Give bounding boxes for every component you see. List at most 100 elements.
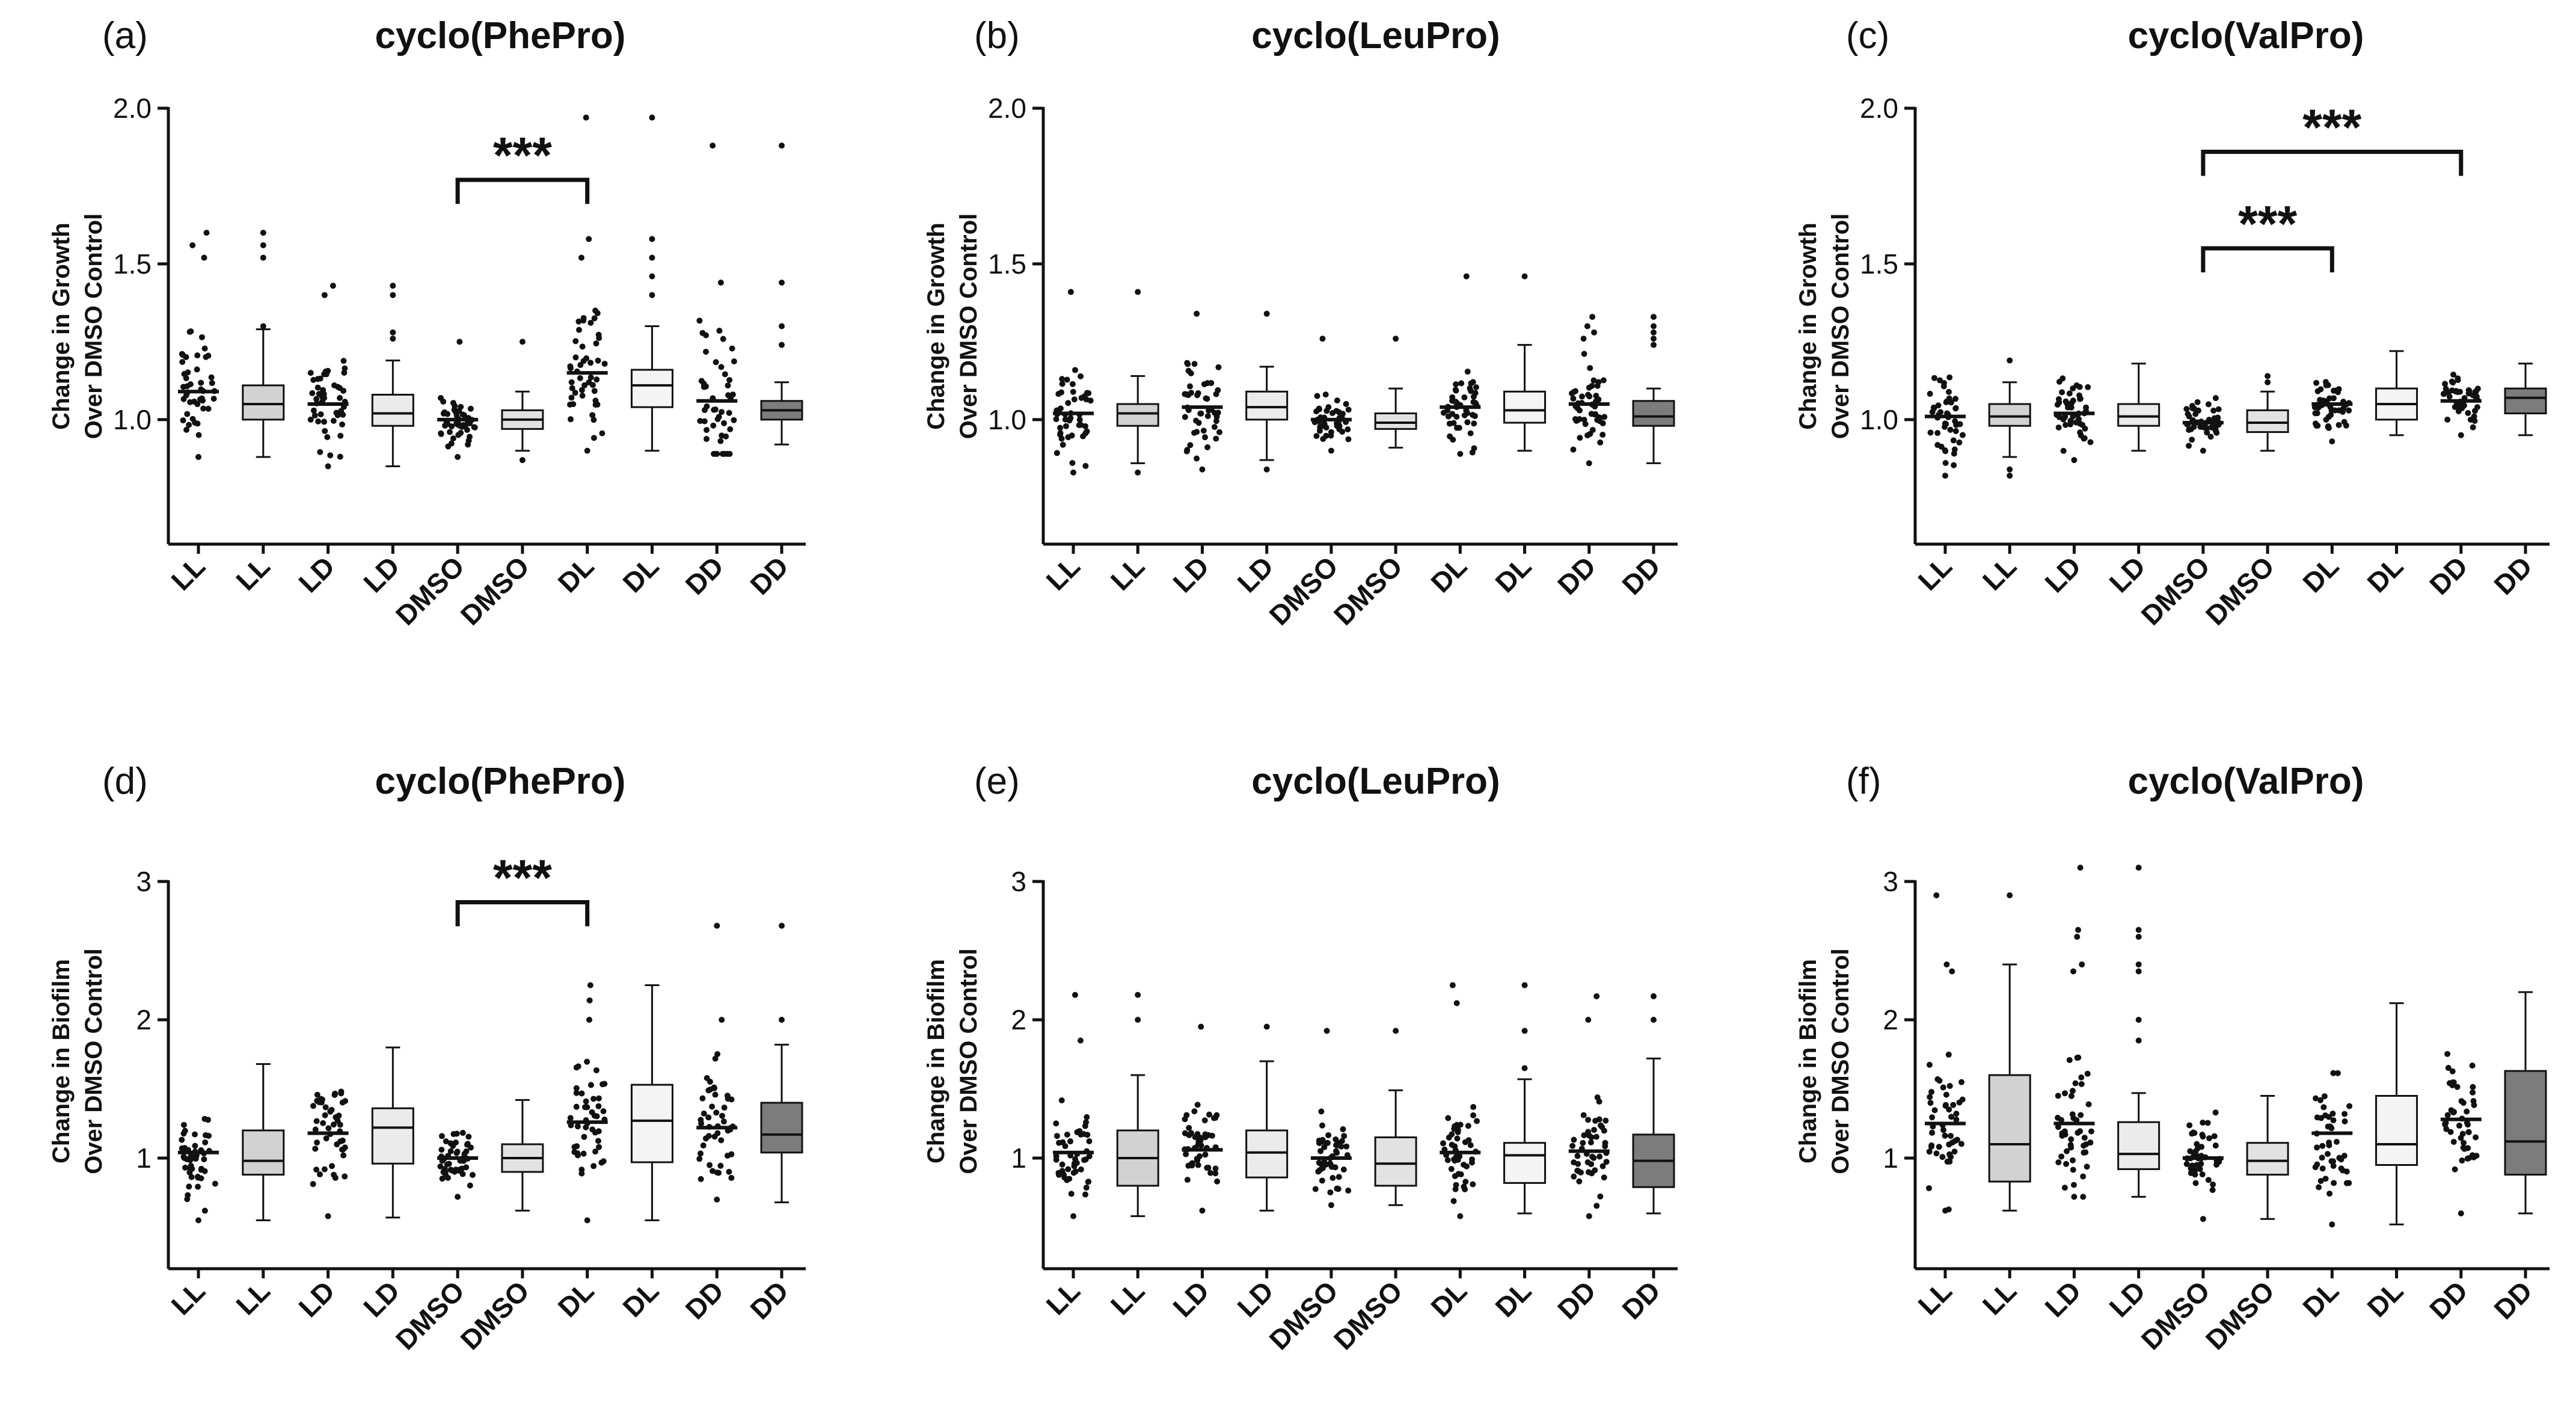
strip-point	[330, 283, 336, 289]
strip-point	[1072, 1156, 1079, 1162]
strip-point	[1953, 1111, 1960, 1117]
strip-point	[584, 1058, 590, 1065]
strip-point	[463, 1148, 470, 1154]
strip-point	[1950, 437, 1957, 444]
strip-point	[327, 1108, 334, 1115]
strip-point	[2195, 1145, 2201, 1151]
strip-point	[2062, 422, 2069, 428]
strip-point	[2055, 396, 2062, 402]
box-dmso	[2246, 373, 2289, 452]
strip-point	[1078, 373, 1084, 379]
strip-point	[1334, 1142, 1341, 1148]
strip-point	[1453, 381, 1459, 388]
x-tick-label: DL	[616, 550, 664, 598]
strip-point	[2071, 457, 2078, 464]
box-outlier	[1521, 982, 1528, 989]
strip-point	[1951, 1148, 1958, 1155]
strip-point	[1601, 414, 1608, 420]
strip-point	[1461, 394, 1468, 400]
strip-point	[2192, 411, 2199, 417]
strip-ld	[307, 283, 349, 470]
x-tick-label: DL	[2361, 550, 2409, 598]
box-dl	[630, 114, 673, 452]
strip-point	[2459, 1130, 2466, 1137]
strip-point	[601, 1081, 608, 1087]
strip-point	[2077, 865, 2084, 871]
box-outlier	[2007, 473, 2013, 479]
strip-point	[1589, 313, 1596, 320]
strip-point	[2077, 429, 2084, 436]
strip-point	[447, 1148, 454, 1154]
box-body	[1374, 1136, 1417, 1187]
strip-point	[1958, 1141, 1964, 1147]
strip-point	[200, 405, 207, 412]
strip-point	[2440, 391, 2447, 397]
strip-ll	[1053, 289, 1094, 476]
strip-point	[456, 422, 463, 429]
strip-dl	[566, 114, 608, 454]
strip-point	[1942, 473, 1948, 479]
strip-point	[2067, 1141, 2074, 1148]
strip-point	[1602, 1143, 1608, 1150]
strip-point	[1471, 420, 1477, 427]
strip-point	[2450, 1139, 2457, 1145]
strip-point	[1445, 1115, 1452, 1121]
strip-point	[471, 424, 477, 431]
strip-point	[191, 1131, 198, 1138]
strip-point	[1929, 1114, 1936, 1121]
strip-point	[2194, 1162, 2200, 1168]
strip-point	[1064, 1131, 1070, 1138]
strip-point	[2064, 400, 2070, 407]
strip-point	[2212, 1109, 2219, 1116]
strip-point	[212, 1180, 218, 1187]
strip-point	[2335, 407, 2342, 414]
strip-point	[568, 394, 575, 401]
box-outlier	[1393, 1028, 1399, 1034]
strip-point	[573, 1090, 580, 1096]
strip-point	[593, 1113, 600, 1120]
box-dd	[2504, 991, 2547, 1215]
panel-a: (a) cyclo(PhePro) Change in Growth Over DMS…	[48, 15, 806, 631]
strip-point	[1952, 1138, 1958, 1144]
x-tick-label: LD	[1167, 1275, 1215, 1323]
strip-point	[705, 1114, 712, 1121]
strip-point	[1571, 388, 1577, 395]
strip-point	[590, 1163, 597, 1170]
x-tick-label: LD	[357, 1275, 405, 1323]
strip-point	[459, 1130, 466, 1136]
strip-point	[1578, 393, 1585, 400]
strip-point	[2465, 1129, 2472, 1135]
strip-point	[2055, 1124, 2061, 1130]
strip-point	[192, 420, 198, 426]
y-tick-label: 1	[1011, 1142, 1026, 1174]
strip-point	[1081, 1131, 1087, 1138]
strip-point	[1187, 442, 1194, 449]
strip-point	[1928, 1143, 1934, 1150]
strip-point	[2346, 407, 2352, 414]
strip-point	[2443, 1126, 2450, 1132]
panel-letter: (d)	[102, 761, 148, 802]
strip-point	[719, 1017, 725, 1023]
strip-dmso	[1310, 1028, 1352, 1209]
strip-point	[2465, 409, 2471, 416]
strip-point	[1457, 1213, 1464, 1219]
strip-point	[2333, 1138, 2340, 1145]
panel-title: cyclo(ValPro)	[2128, 761, 2364, 802]
strip-point	[204, 1117, 211, 1123]
strip-point	[583, 1124, 589, 1130]
strip-point	[2452, 1166, 2458, 1173]
strip-point	[313, 1118, 320, 1124]
strip-point	[1079, 433, 1086, 440]
y-tick-label: 1	[136, 1142, 152, 1174]
strip-point	[713, 1109, 720, 1116]
strip-point	[2070, 397, 2076, 404]
box-body	[2117, 1121, 2160, 1170]
strip-point	[2465, 1121, 2471, 1128]
strip-point	[1596, 418, 1603, 425]
strip-point	[334, 384, 341, 390]
strip-point	[578, 1166, 585, 1173]
strip-point	[702, 349, 709, 355]
strip-point	[1587, 1139, 1594, 1145]
strip-point	[1199, 466, 1206, 473]
strip-dd	[1568, 313, 1610, 467]
